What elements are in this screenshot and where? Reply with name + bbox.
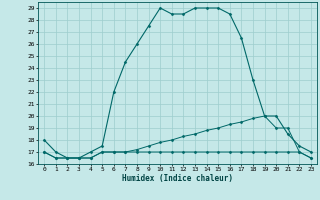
X-axis label: Humidex (Indice chaleur): Humidex (Indice chaleur) xyxy=(122,174,233,183)
